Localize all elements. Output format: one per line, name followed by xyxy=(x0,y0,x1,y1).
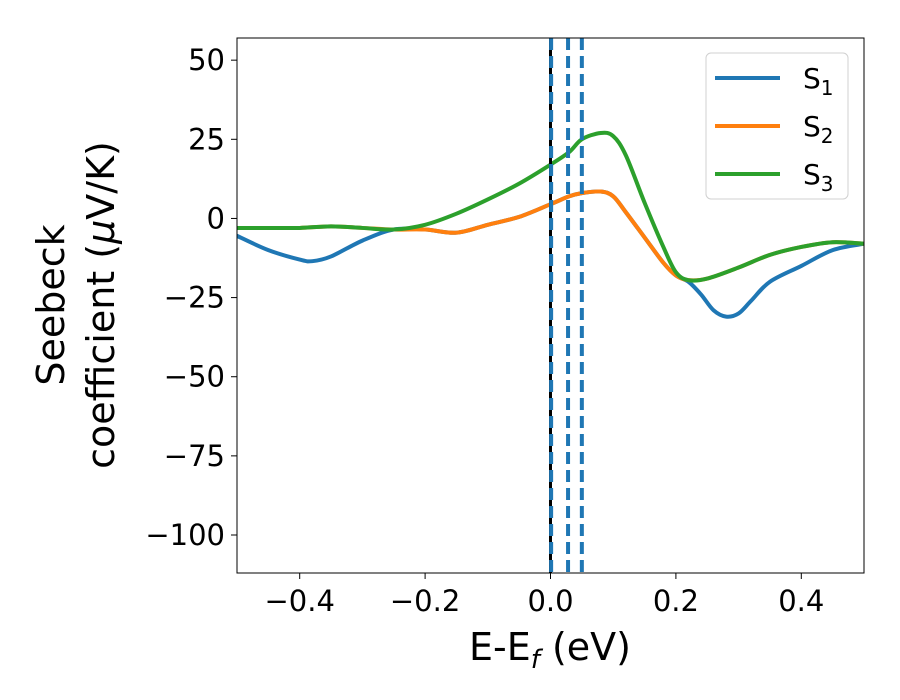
series-line-s3 xyxy=(237,130,864,283)
legend-label-s2: S2 xyxy=(803,110,834,148)
legend-label-s3: S3 xyxy=(803,158,834,196)
y-tick-label: −25 xyxy=(164,281,225,315)
y-axis-label-line1: Seebeck xyxy=(29,224,73,385)
y-tick-label: −75 xyxy=(164,439,225,473)
x-axis-label: E-Ef (eV) xyxy=(469,625,631,675)
y-axis-ticks: 50 25 0 −25 −50 −75 −100 xyxy=(145,43,237,552)
y-tick-label: −50 xyxy=(164,360,225,394)
legend-label-s1: S1 xyxy=(803,62,834,100)
x-tick-label: −0.4 xyxy=(264,584,334,618)
x-tick-label: 0.0 xyxy=(527,584,573,618)
x-tick-label: −0.2 xyxy=(390,584,460,618)
x-tick-label: 0.2 xyxy=(653,584,699,618)
y-tick-label: 50 xyxy=(188,43,225,77)
x-axis-ticks: −0.4 −0.2 0.0 0.2 0.4 xyxy=(264,573,824,618)
y-tick-label: 25 xyxy=(188,122,225,156)
x-tick-label: 0.4 xyxy=(778,584,824,618)
legend: S1 S2 S3 xyxy=(705,52,849,200)
y-axis-label-line2: coefficient (μV/K) xyxy=(79,141,123,469)
y-tick-label: 0 xyxy=(207,201,225,235)
y-tick-label: −100 xyxy=(145,518,225,552)
chart-marks xyxy=(237,38,864,573)
